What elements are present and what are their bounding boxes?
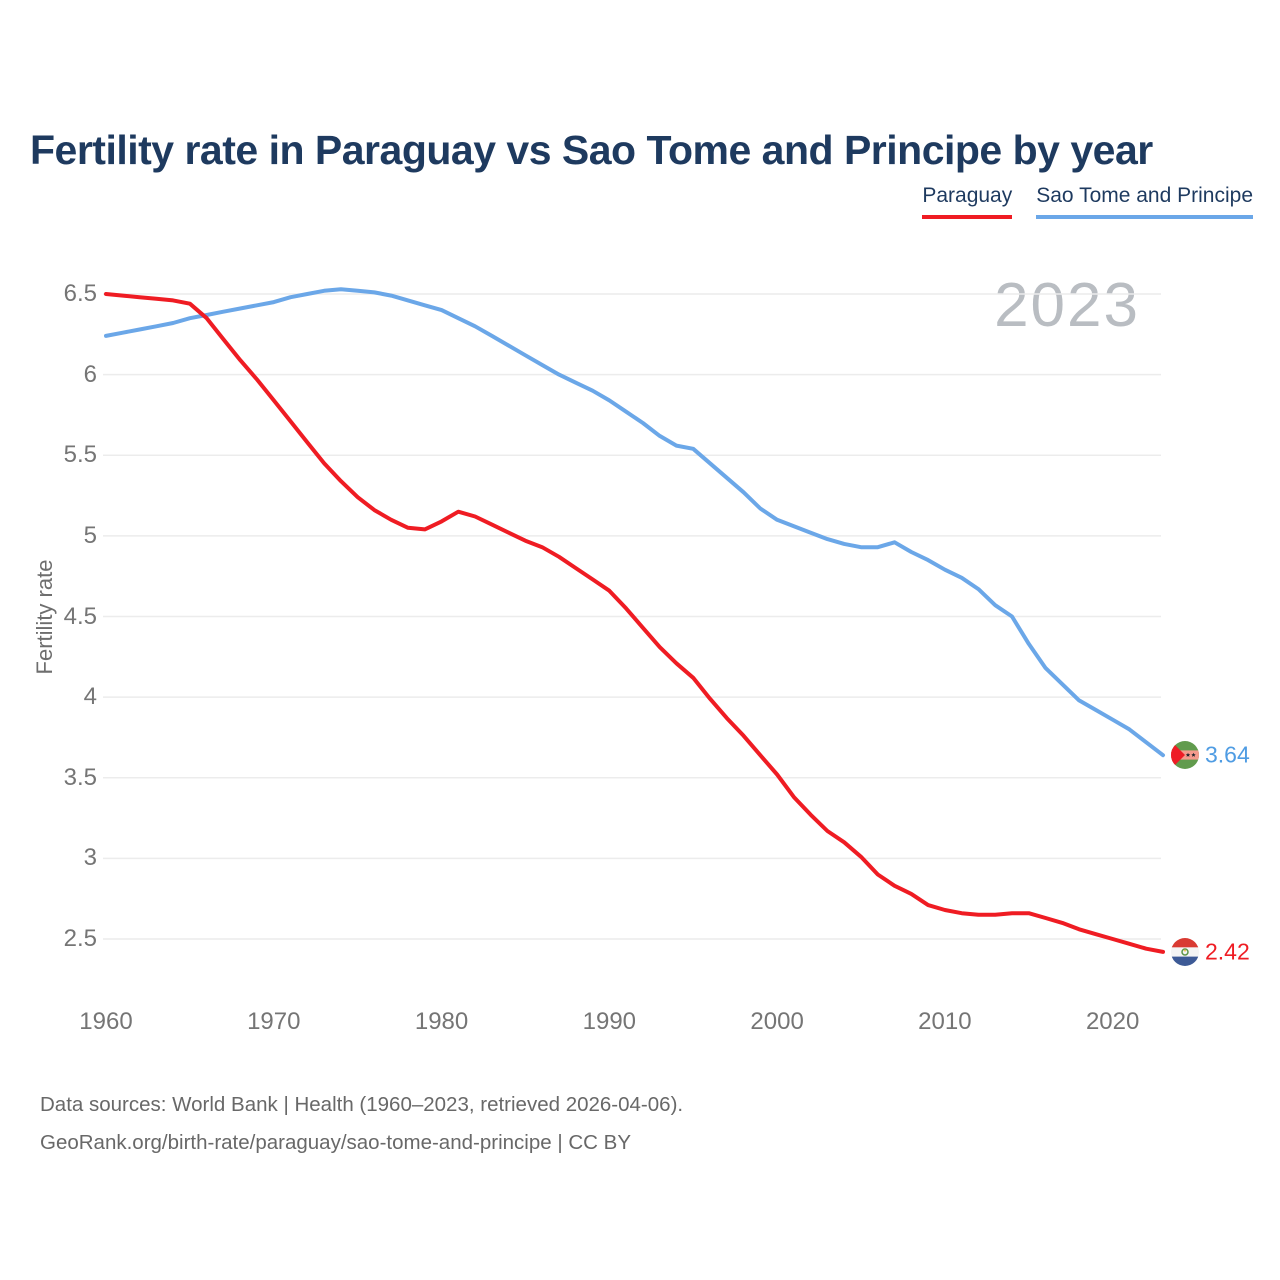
x-tick-label: 1960 (79, 1008, 133, 1035)
y-tick-label: 4.5 (63, 602, 97, 630)
x-tick-label: 2010 (918, 1008, 972, 1035)
data-sources-line: Data sources: World Bank | Health (1960–… (40, 1093, 684, 1116)
legend-item-paraguay[interactable]: Paraguay (922, 184, 1013, 219)
x-tick-label: 1980 (414, 1008, 469, 1035)
x-tick-label: 1970 (247, 1008, 301, 1035)
sao-tome-end-marker (1171, 741, 1199, 770)
x-tick-label: 2000 (750, 1008, 804, 1035)
y-tick-label: 6 (83, 360, 97, 388)
paraguay-flag-icon (1171, 937, 1199, 966)
series-line-paraguay (104, 292, 1165, 954)
y-tick-label: 3 (83, 844, 97, 872)
sao-tome-flag-icon (1171, 741, 1199, 770)
series-line-sao-tome-and-principe (104, 287, 1165, 758)
y-tick-label: 2.5 (63, 925, 97, 952)
attribution-line: GeoRank.org/birth-rate/paraguay/sao-tome… (40, 1131, 631, 1154)
footer: Data sources: World Bank | Health (1960–… (40, 1086, 683, 1162)
legend: Paraguay Sao Tome and Principe (922, 184, 1253, 219)
y-tick-label: 5 (83, 521, 97, 549)
year-watermark: 2023 (994, 271, 1140, 340)
paraguay-end-marker (1171, 937, 1199, 966)
paraguay-end-value: 2.42 (1205, 938, 1250, 965)
sao-tome-end-value: 3.64 (1205, 741, 1250, 768)
x-tick-label: 1990 (582, 1008, 637, 1035)
legend-item-sao-tome[interactable]: Sao Tome and Principe (1036, 184, 1253, 219)
chart-title: Fertility rate in Paraguay vs Sao Tome a… (30, 127, 1153, 174)
y-tick-label: 4 (83, 683, 97, 711)
y-tick-label: 5.5 (63, 441, 97, 469)
y-tick-label: 3.5 (63, 763, 97, 791)
y-tick-label: 6.5 (63, 280, 97, 307)
x-tick-label: 2020 (1085, 1008, 1140, 1035)
